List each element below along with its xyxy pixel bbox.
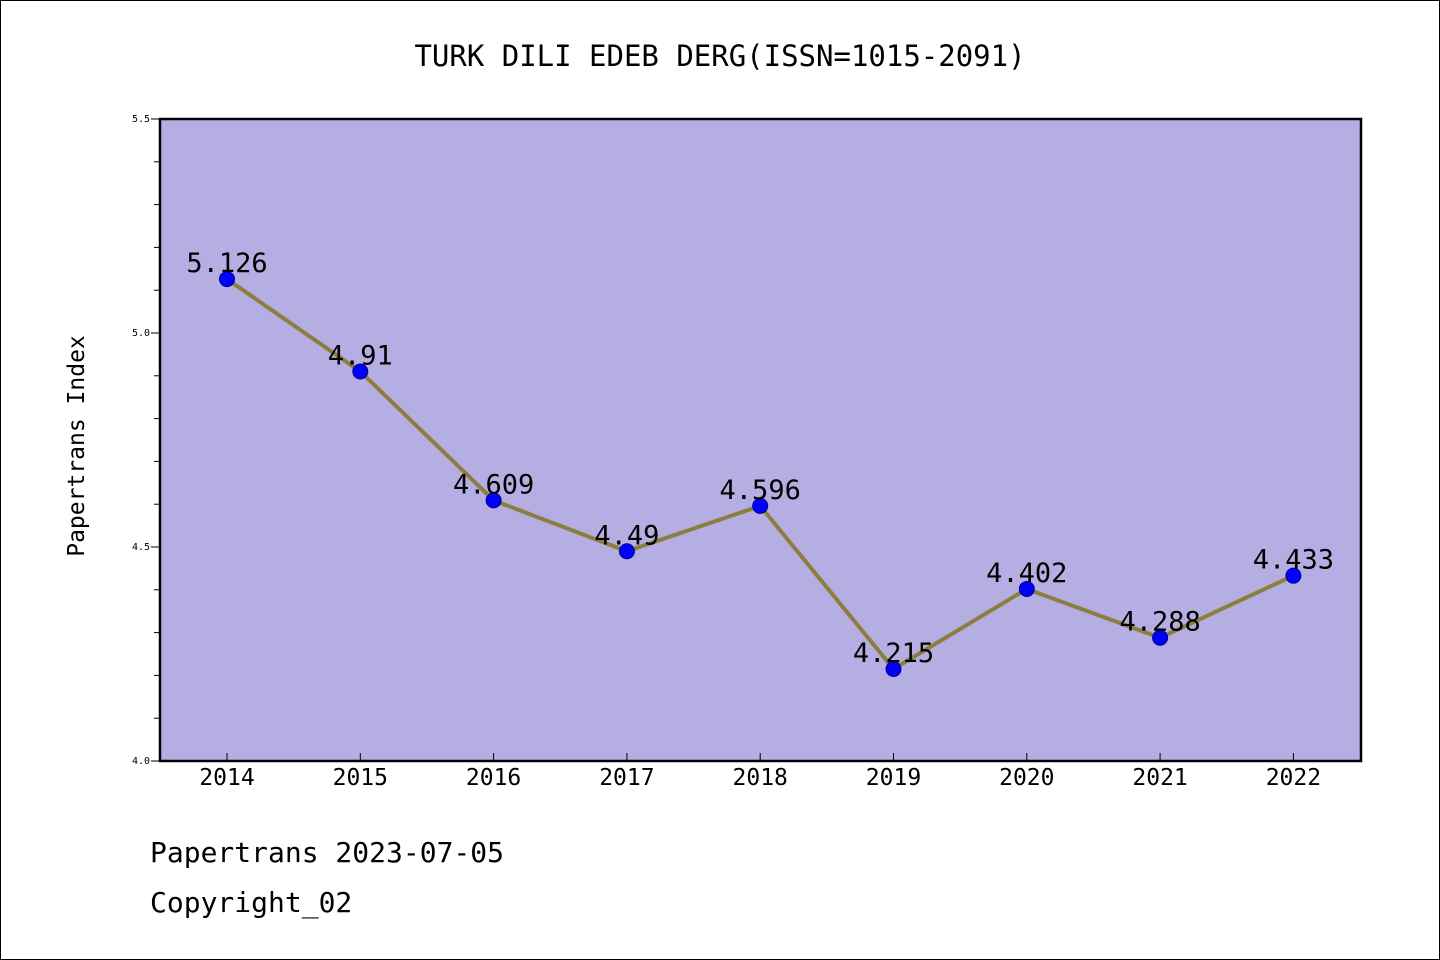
- data-label: 4.288: [1119, 607, 1200, 638]
- x-tick-label: 2016: [466, 765, 521, 791]
- y-tick-label: 4.0: [132, 756, 150, 767]
- copyright-text: Copyright_02: [150, 886, 353, 919]
- y-tick-label: 5.5: [132, 114, 150, 125]
- chart-title: TURK DILI EDEB DERG(ISSN=1015-2091): [414, 39, 1025, 73]
- data-label: 4.402: [986, 558, 1067, 589]
- data-point: [1152, 629, 1169, 646]
- plot-area: [158, 117, 1363, 763]
- source-date-text: Papertrans 2023-07-05: [150, 836, 505, 869]
- data-label: 4.433: [1253, 545, 1334, 576]
- data-point: [618, 543, 635, 560]
- x-tick-label: 2014: [199, 765, 254, 791]
- data-label: 5.126: [186, 248, 267, 279]
- data-point: [485, 492, 502, 509]
- x-tick-label: 2021: [1132, 765, 1187, 791]
- data-label: 4.215: [853, 638, 934, 669]
- y-axis: 4.0 4.5 5.0 5.5: [132, 114, 160, 767]
- data-point: [885, 660, 902, 677]
- y-tick-label: 5.0: [132, 328, 150, 339]
- x-tick-label: 2015: [333, 765, 388, 791]
- x-tick-label: 2022: [1266, 765, 1321, 791]
- data-point: [219, 271, 235, 288]
- data-point: [752, 497, 769, 514]
- x-tick-label: 2018: [733, 765, 788, 791]
- data-point: [1285, 567, 1302, 584]
- x-axis: 2014 2015 2016 2017 2018 2019 2020 2021 2022: [199, 753, 1321, 791]
- x-tick-label: 2019: [866, 765, 921, 791]
- y-axis-label: Papertrans Index: [64, 335, 90, 557]
- series-layer: 5.126 4.91 4.609 4.49 4.596 4.215 4.402 4.288 4.…: [186, 248, 1334, 677]
- data-label: 4.49: [594, 520, 659, 551]
- data-label: 4.596: [720, 475, 801, 506]
- data-point: [1018, 580, 1035, 597]
- data-label: 4.91: [328, 341, 393, 372]
- x-tick-label: 2017: [599, 765, 654, 791]
- y-tick-label: 4.5: [132, 542, 150, 553]
- data-label: 4.609: [453, 469, 534, 500]
- x-tick-label: 2020: [999, 765, 1054, 791]
- data-point: [352, 363, 369, 380]
